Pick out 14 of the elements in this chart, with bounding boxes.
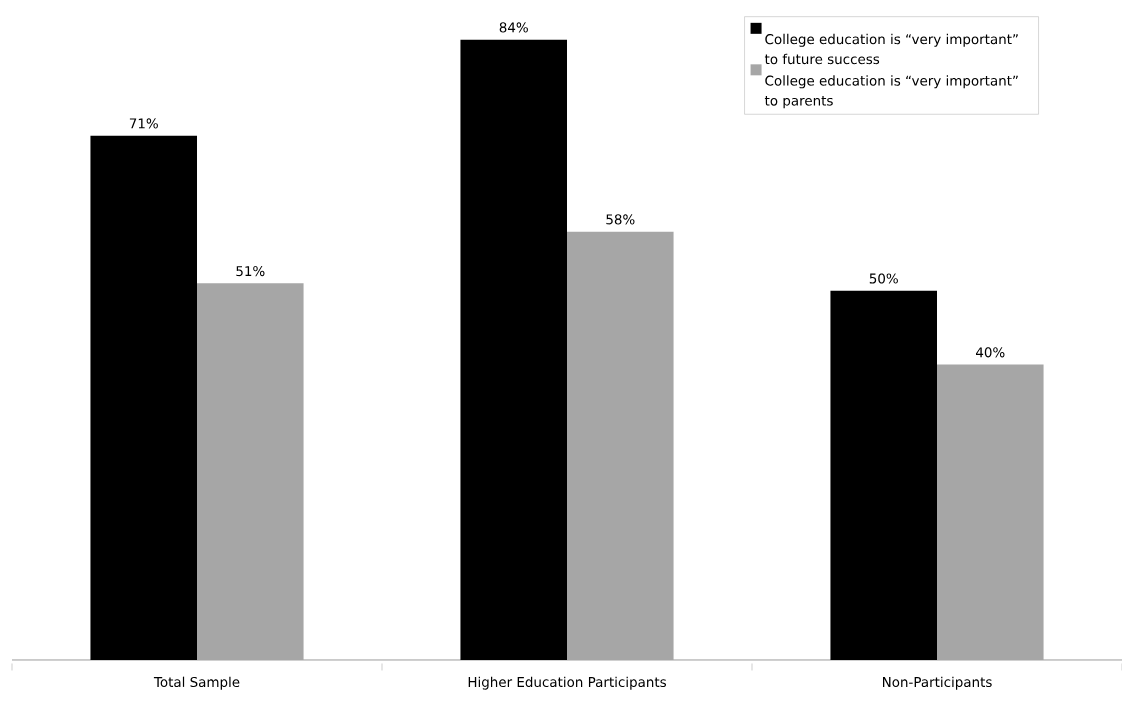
bar bbox=[937, 364, 1044, 660]
x-tick-label: Non-Participants bbox=[883, 676, 992, 690]
data-label: 40% bbox=[975, 347, 1005, 358]
data-label: 71% bbox=[129, 118, 158, 129]
bar bbox=[567, 231, 674, 660]
legend-label: College education is “very important” to parents bbox=[764, 75, 1018, 109]
x-tick-label: Higher Education Participants bbox=[468, 676, 667, 690]
data-label: 58% bbox=[606, 214, 635, 225]
data-label: 51% bbox=[236, 266, 265, 277]
data-label: 84% bbox=[499, 22, 528, 33]
x-tick-label: Total Sample bbox=[153, 676, 240, 690]
data-label: 50% bbox=[869, 273, 898, 284]
bar bbox=[197, 283, 304, 660]
legend-label: College education is “very important” to future success bbox=[764, 33, 1018, 65]
